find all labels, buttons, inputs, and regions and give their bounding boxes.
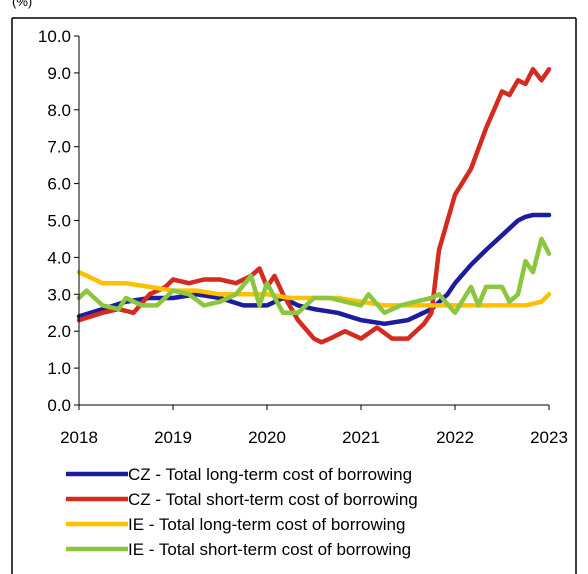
legend: CZ - Total long-term cost of borrowing CZ…: [66, 465, 418, 559]
y-tick-label: 1.0: [47, 359, 71, 378]
series-line-2: [76, 66, 552, 345]
y-tick-label: 9.0: [47, 64, 71, 83]
x-tick-label: 2021: [342, 428, 380, 447]
y-tick-label: 5.0: [47, 212, 71, 231]
x-axis-ticks: 2018 2019 2020 2021 2022 2023: [60, 405, 568, 447]
x-tick-label: 2020: [248, 428, 286, 447]
y-tick-label: 4.0: [47, 248, 71, 267]
y-tick-label: 10.0: [38, 27, 71, 46]
x-tick-label: 2019: [154, 428, 192, 447]
x-tick-label: 2022: [436, 428, 474, 447]
series-lines: [76, 66, 552, 345]
series-line-1: [76, 212, 552, 327]
legend-label-1: CZ - Total long-term cost of borrowing: [128, 465, 412, 484]
y-tick-label: 0.0: [47, 396, 71, 415]
y-axis-ticks: 0.0 1.0 2.0 3.0 4.0 5.0 6.0 7.0 8.0 9.0 10.0: [38, 27, 79, 415]
legend-label-2: CZ - Total short-term cost of borrowing: [128, 490, 418, 509]
legend-label-3: IE - Total long-term cost of borrowing: [128, 515, 405, 534]
y-tick-label: 2.0: [47, 322, 71, 341]
unit-label: (%): [12, 0, 32, 9]
y-tick-label: 6.0: [47, 175, 71, 194]
series-line-4: [76, 236, 552, 316]
y-tick-label: 8.0: [47, 101, 71, 120]
y-tick-label: 3.0: [47, 285, 71, 304]
legend-label-4: IE - Total short-term cost of borrowing: [128, 540, 411, 559]
x-tick-label: 2023: [530, 428, 568, 447]
x-tick-label: 2018: [60, 428, 98, 447]
y-tick-label: 7.0: [47, 138, 71, 157]
